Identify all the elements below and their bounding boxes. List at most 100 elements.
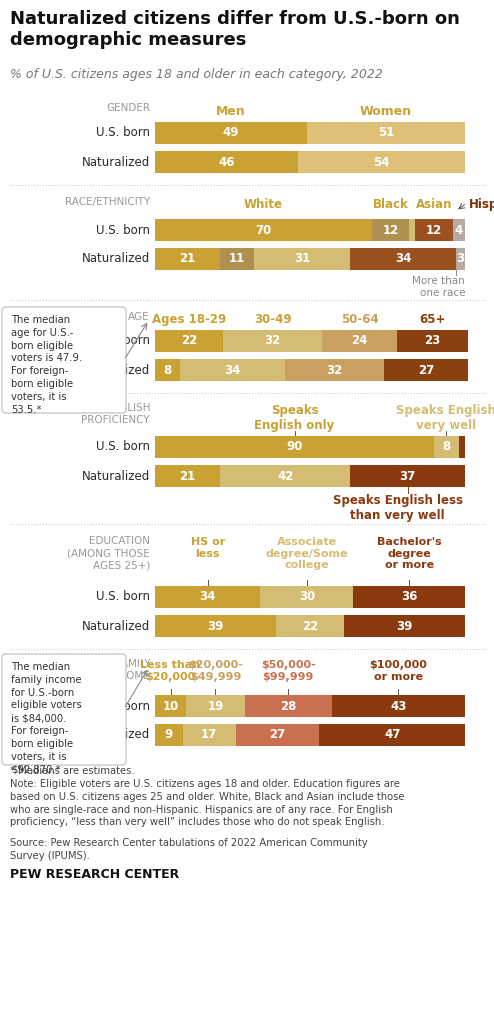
Text: PEW RESEARCH CENTER: PEW RESEARCH CENTER [10, 868, 179, 881]
Bar [459, 436, 465, 458]
Bar [455, 248, 465, 270]
Text: Naturalized citizens differ from U.S.-born on
demographic measures: Naturalized citizens differ from U.S.-bo… [10, 10, 460, 49]
Bar [285, 359, 384, 381]
Text: 54: 54 [373, 156, 390, 169]
Text: The median
family income
for U.S.-born
eligible voters
is $84,000.
For foreign-
: The median family income for U.S.-born e… [11, 662, 82, 774]
Text: 4: 4 [454, 223, 463, 237]
Text: Naturalized: Naturalized [82, 620, 150, 633]
Bar [155, 151, 297, 173]
Text: 24: 24 [351, 335, 368, 347]
Text: 19: 19 [207, 699, 224, 713]
Text: More than
one race: More than one race [412, 276, 465, 298]
Text: 23: 23 [424, 335, 441, 347]
Text: 90: 90 [287, 440, 303, 454]
Text: $100,000
or more: $100,000 or more [370, 660, 427, 682]
Text: $20,000-
$49,999: $20,000- $49,999 [188, 660, 243, 682]
Text: Speaks English less
than very well: Speaks English less than very well [332, 494, 463, 522]
Text: 37: 37 [400, 469, 416, 482]
Text: Note: Eligible voters are U.S. citizens ages 18 and older. Education figures are: Note: Eligible voters are U.S. citizens … [10, 779, 405, 827]
Text: Asian: Asian [416, 198, 452, 211]
Text: RACE/ETHNICITY: RACE/ETHNICITY [65, 197, 150, 207]
Text: Bachelor's
degree
or more: Bachelor's degree or more [377, 537, 442, 570]
Text: U.S. born: U.S. born [96, 699, 150, 713]
Text: AGE: AGE [128, 312, 150, 322]
Bar [415, 219, 453, 241]
Text: U.S. born: U.S. born [96, 440, 150, 454]
Text: 30: 30 [299, 591, 315, 603]
Text: 49: 49 [223, 127, 239, 139]
Text: HS or
less: HS or less [191, 537, 225, 559]
Bar [384, 359, 468, 381]
Text: 21: 21 [179, 469, 196, 482]
Bar [155, 465, 220, 487]
Text: * Medians are estimates.: * Medians are estimates. [10, 766, 135, 776]
Bar [331, 695, 465, 717]
Text: 28: 28 [280, 699, 296, 713]
Text: 50-64: 50-64 [341, 313, 378, 326]
Text: The median
age for U.S.-
born eligible
voters is 47.9.
For foreign-
born eligibl: The median age for U.S.- born eligible v… [11, 315, 82, 415]
Text: $50,000-
$99,999: $50,000- $99,999 [261, 660, 316, 682]
Text: Associate
degree/Some
college: Associate degree/Some college [266, 537, 348, 570]
Text: 39: 39 [207, 620, 224, 633]
Bar [307, 122, 465, 144]
Bar [183, 724, 236, 746]
Bar [220, 465, 350, 487]
Text: 31: 31 [294, 253, 310, 265]
Text: Naturalized: Naturalized [82, 156, 150, 169]
Bar [297, 151, 465, 173]
Text: 70: 70 [255, 223, 272, 237]
Bar [236, 724, 319, 746]
Text: Hispanic: Hispanic [469, 198, 494, 211]
Bar [220, 248, 254, 270]
Text: U.S. born: U.S. born [96, 591, 150, 603]
Text: Black: Black [373, 198, 409, 211]
Text: 11: 11 [229, 253, 246, 265]
FancyBboxPatch shape [2, 654, 126, 765]
Text: 36: 36 [401, 591, 417, 603]
Bar [155, 219, 372, 241]
Text: 30-49: 30-49 [254, 313, 291, 326]
Text: % of U.S. citizens ages 18 and older in each category, 2022: % of U.S. citizens ages 18 and older in … [10, 68, 383, 81]
Text: 9: 9 [165, 728, 173, 741]
Text: 34: 34 [200, 591, 216, 603]
Bar [372, 219, 409, 241]
Text: White: White [244, 198, 283, 211]
Bar [254, 248, 350, 270]
Text: Naturalized: Naturalized [82, 364, 150, 377]
Text: 43: 43 [390, 699, 407, 713]
Text: 8: 8 [164, 364, 171, 377]
Bar [260, 586, 353, 608]
Text: 21: 21 [179, 253, 196, 265]
Text: 32: 32 [265, 335, 281, 347]
Text: 12: 12 [382, 223, 399, 237]
Text: 42: 42 [277, 469, 293, 482]
Text: 51: 51 [378, 127, 394, 139]
Bar [155, 436, 434, 458]
Text: U.S. born: U.S. born [96, 127, 150, 139]
Text: EDUCATION
(AMONG THOSE
AGES 25+): EDUCATION (AMONG THOSE AGES 25+) [67, 536, 150, 570]
Bar [453, 219, 465, 241]
Text: 22: 22 [181, 335, 197, 347]
Bar [350, 465, 465, 487]
Bar [319, 724, 465, 746]
FancyBboxPatch shape [2, 307, 126, 413]
Text: 34: 34 [395, 253, 411, 265]
Text: Ages 18-29: Ages 18-29 [152, 313, 226, 326]
Text: Less than
$20,000: Less than $20,000 [140, 660, 201, 682]
Bar [397, 330, 468, 352]
Bar [186, 695, 245, 717]
Text: 10: 10 [163, 699, 179, 713]
Bar [323, 330, 397, 352]
Text: 8: 8 [442, 440, 451, 454]
Bar [155, 248, 220, 270]
Bar [434, 436, 459, 458]
Bar [180, 359, 285, 381]
Text: Speaks English
very well: Speaks English very well [397, 404, 494, 432]
Text: 46: 46 [218, 156, 235, 169]
Bar [344, 615, 465, 637]
Bar [350, 248, 455, 270]
Text: 27: 27 [418, 364, 434, 377]
Bar [155, 724, 183, 746]
Bar [245, 695, 331, 717]
Bar [155, 615, 276, 637]
